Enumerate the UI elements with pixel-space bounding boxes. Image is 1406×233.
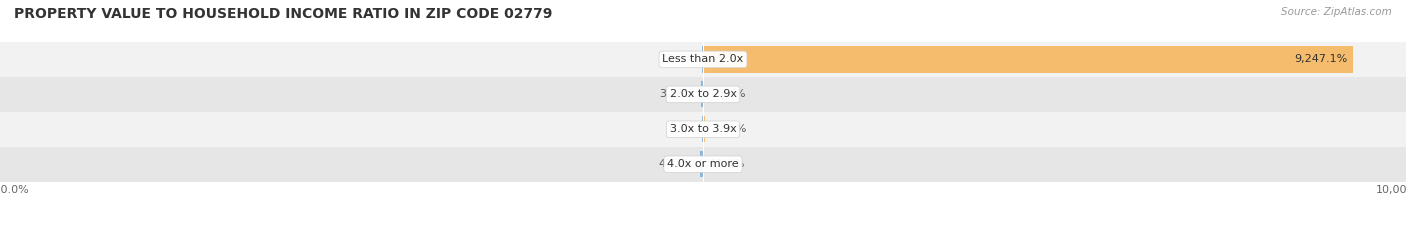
Text: 3.0x to 3.9x: 3.0x to 3.9x — [669, 124, 737, 134]
Text: 47.2%: 47.2% — [658, 159, 695, 169]
Bar — [703, 46, 1353, 72]
Text: 32.8%: 32.8% — [659, 89, 695, 99]
Bar — [703, 116, 706, 142]
Legend: Without Mortgage, With Mortgage: Without Mortgage, With Mortgage — [588, 230, 818, 233]
Bar — [0, 42, 1406, 77]
Bar — [703, 81, 704, 107]
Bar — [0, 77, 1406, 112]
Bar — [700, 151, 703, 177]
Text: 11.4%: 11.4% — [710, 159, 745, 169]
Text: 8.5%: 8.5% — [668, 124, 697, 134]
Text: 2.0x to 2.9x: 2.0x to 2.9x — [669, 89, 737, 99]
Text: 9,247.1%: 9,247.1% — [1294, 55, 1347, 64]
Text: Less than 2.0x: Less than 2.0x — [662, 55, 744, 64]
Text: 32.0%: 32.0% — [711, 124, 747, 134]
Bar — [0, 112, 1406, 147]
Text: PROPERTY VALUE TO HOUSEHOLD INCOME RATIO IN ZIP CODE 02779: PROPERTY VALUE TO HOUSEHOLD INCOME RATIO… — [14, 7, 553, 21]
Text: Source: ZipAtlas.com: Source: ZipAtlas.com — [1281, 7, 1392, 17]
Bar — [0, 147, 1406, 182]
Text: 4.0x or more: 4.0x or more — [668, 159, 738, 169]
Text: 11.6%: 11.6% — [661, 55, 696, 64]
Bar — [700, 81, 703, 107]
Text: 20.7%: 20.7% — [710, 89, 745, 99]
